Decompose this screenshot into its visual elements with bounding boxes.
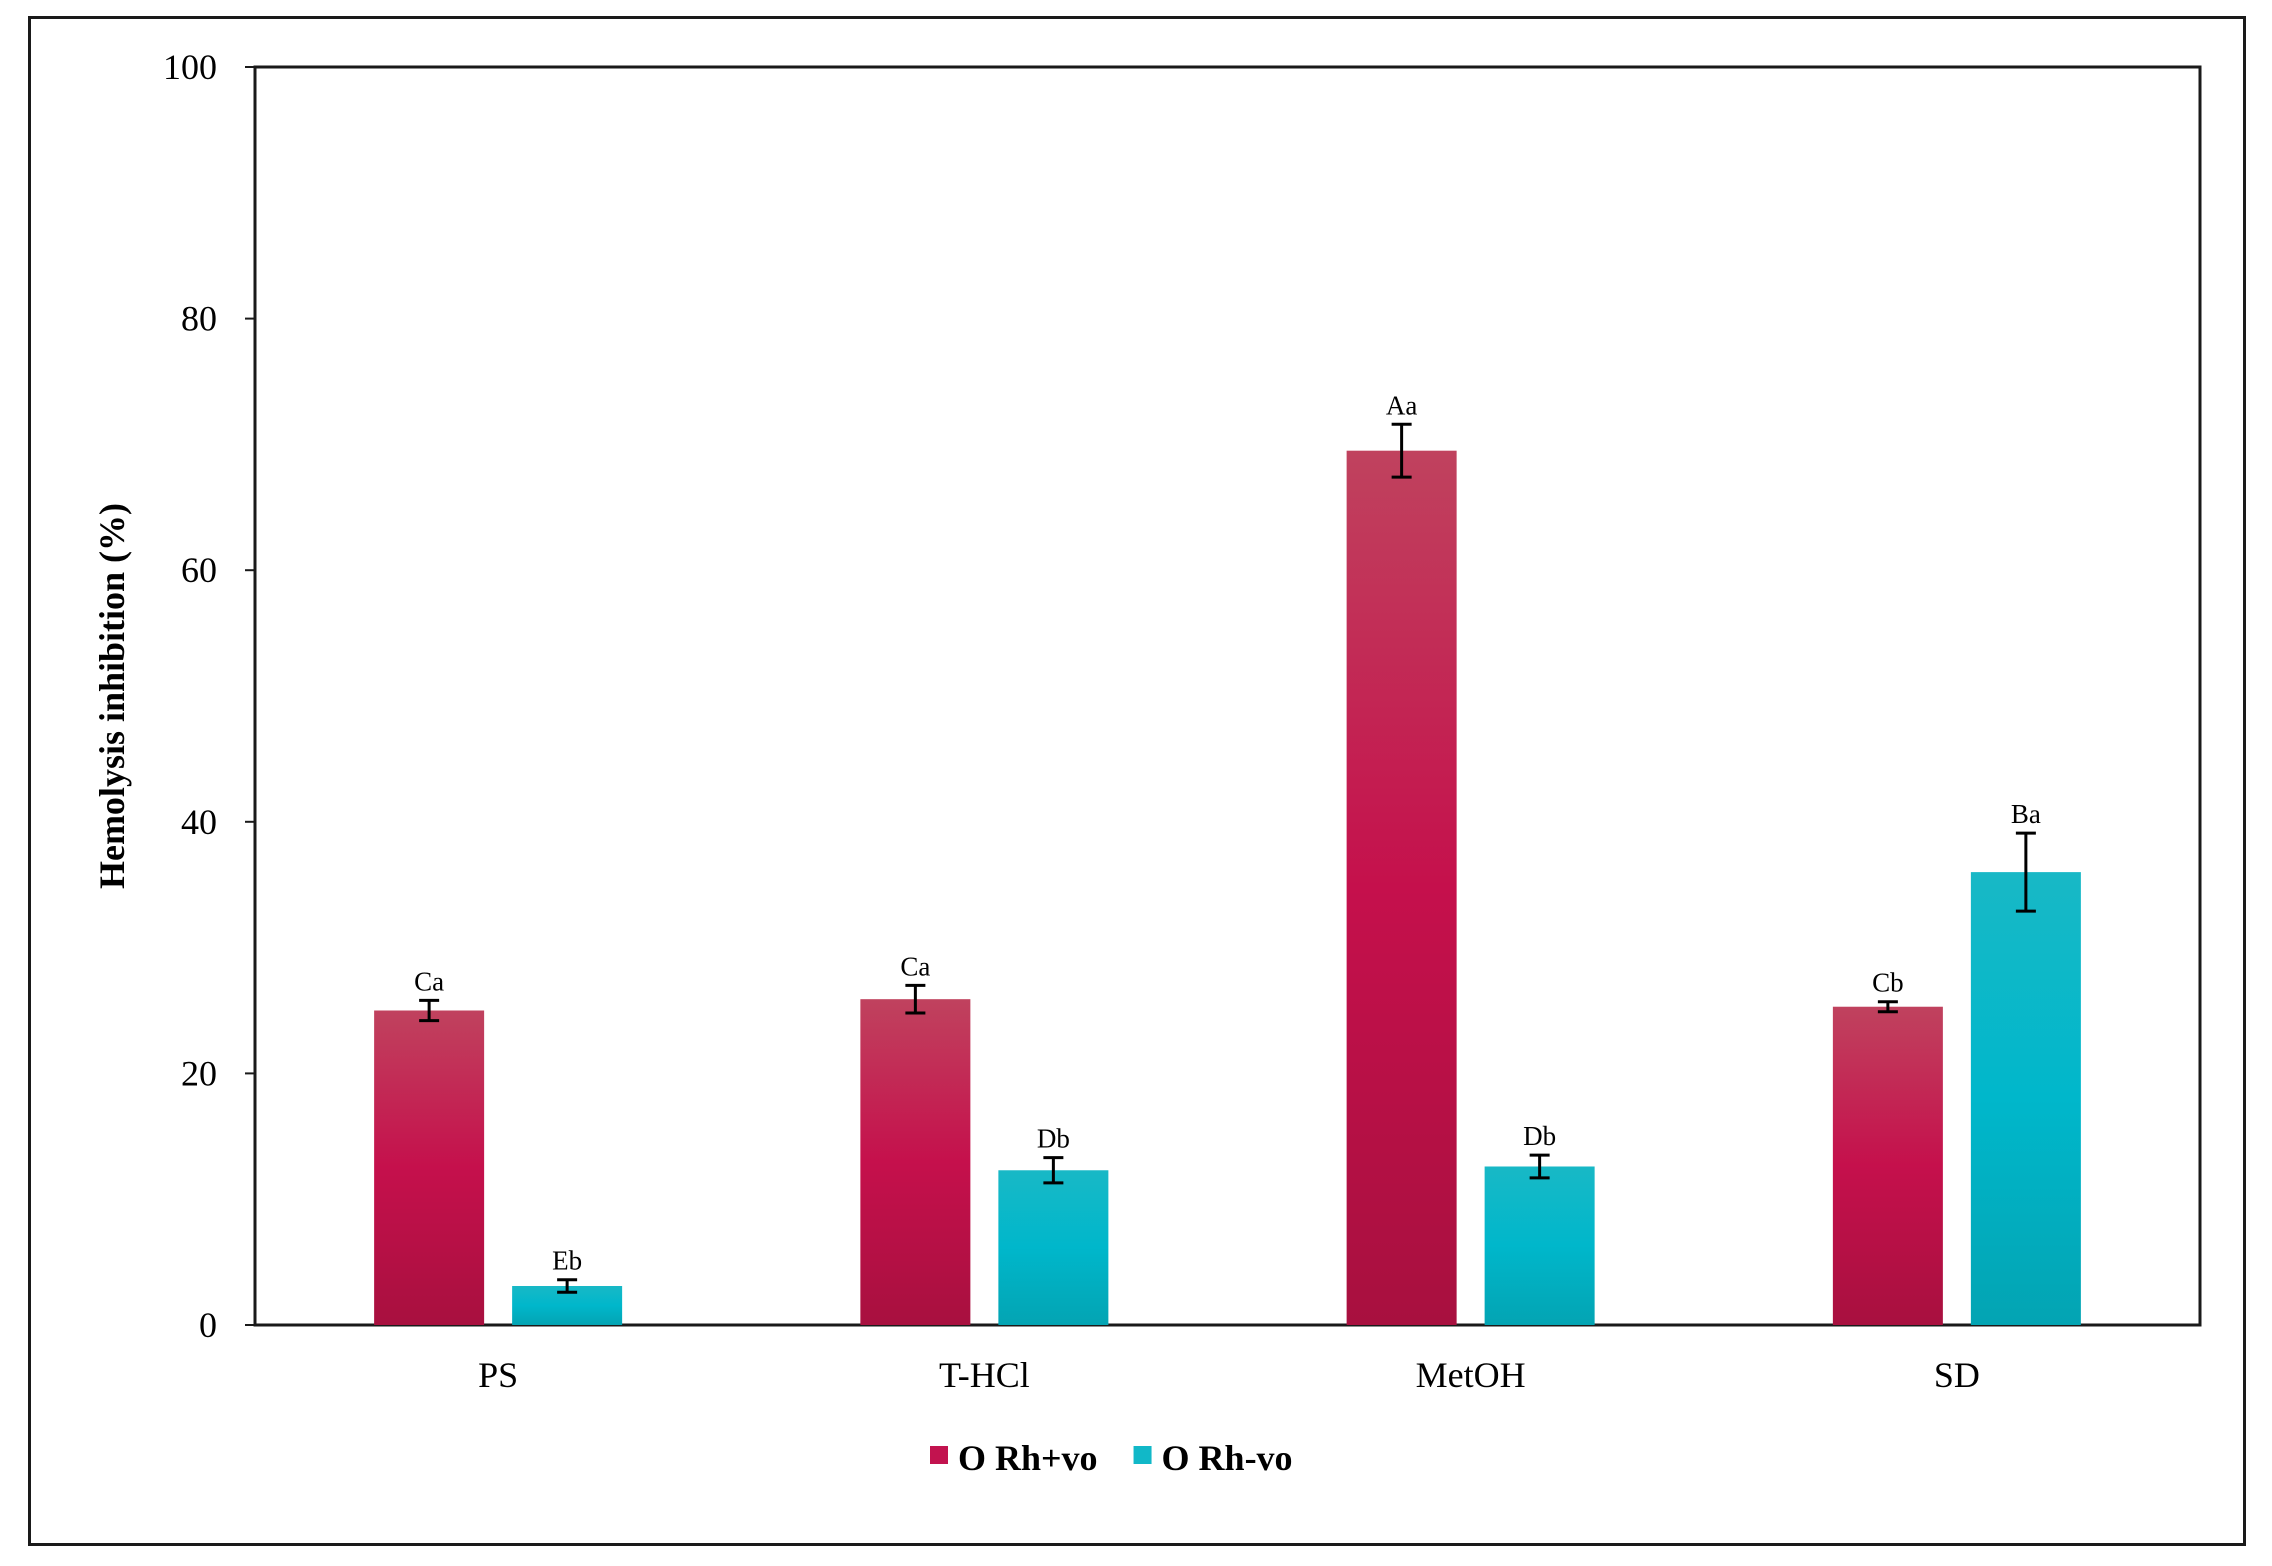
significance-label: Ca — [414, 966, 444, 996]
bar-rh-positive — [860, 999, 971, 1325]
x-tick-label: MetOH — [1416, 1355, 1526, 1395]
significance-label: Db — [1523, 1121, 1556, 1151]
significance-label: Ca — [900, 951, 930, 981]
significance-label: Aa — [1386, 390, 1417, 420]
x-tick-label: T-HCl — [939, 1355, 1030, 1395]
bar-rh-negative — [998, 1170, 1109, 1325]
bar-rh-negative — [1484, 1166, 1595, 1325]
x-tick-label: SD — [1934, 1355, 1980, 1395]
y-tick-label: 20 — [181, 1053, 217, 1093]
y-tick-label: 0 — [199, 1305, 217, 1345]
significance-label: Ba — [2011, 799, 2041, 829]
y-tick-label: 40 — [181, 802, 217, 842]
x-tick-label: PS — [478, 1355, 518, 1395]
legend-label: O Rh-vo — [1162, 1438, 1293, 1478]
bar-rh-positive — [1346, 450, 1457, 1325]
y-tick-label: 80 — [181, 299, 217, 339]
bar-rh-negative — [1970, 872, 2081, 1325]
chart-frame — [28, 16, 2246, 1546]
bar-rh-positive — [1832, 1006, 1943, 1325]
bar-rh-positive — [374, 1010, 485, 1325]
significance-label: Cb — [1872, 968, 1904, 998]
y-tick-label: 60 — [181, 550, 217, 590]
legend-label: O Rh+vo — [958, 1438, 1098, 1478]
legend-swatch — [1133, 1446, 1152, 1464]
plot-area — [253, 65, 2202, 1327]
y-axis-label: Hemolysis inhibition (%) — [92, 503, 132, 889]
significance-label: Eb — [552, 1246, 582, 1276]
legend-swatch — [930, 1446, 948, 1464]
significance-label: Db — [1037, 1124, 1070, 1154]
y-tick-label: 100 — [163, 47, 217, 87]
